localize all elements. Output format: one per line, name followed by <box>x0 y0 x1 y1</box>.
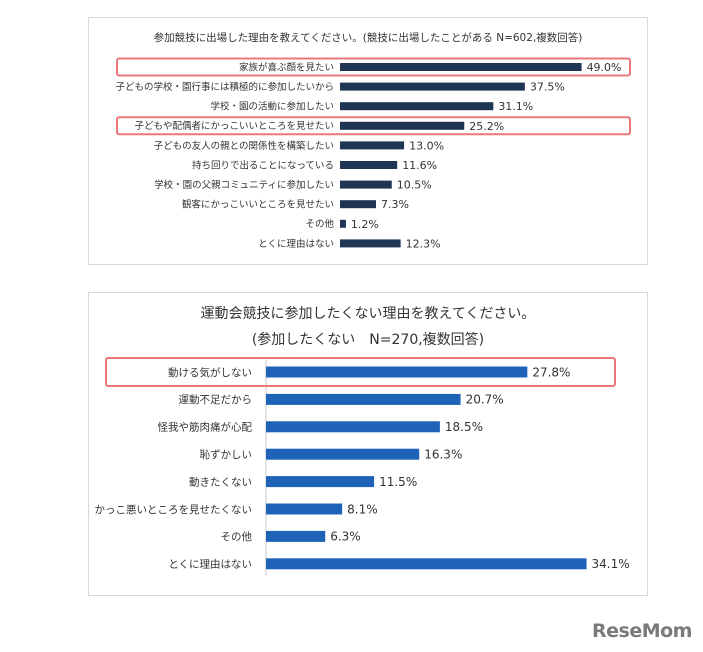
value-label: 11.6% <box>402 159 437 172</box>
category-label: 動ける気がしない <box>168 366 252 379</box>
category-label: その他 <box>305 218 334 230</box>
value-label: 12.3% <box>406 237 441 250</box>
value-label: 10.5% <box>397 179 432 192</box>
bar <box>266 393 461 405</box>
category-label: 子どもの学校・園行事には積極的に参加したいから <box>115 81 334 93</box>
bar <box>266 476 375 488</box>
bar <box>266 421 440 433</box>
category-label: 子どもの友人の親との関係性を構築したい <box>154 140 334 152</box>
category-label: 子どもや配偶者にかっこいいところを見せたい <box>134 120 334 132</box>
value-label: 49.0% <box>587 61 622 74</box>
bar <box>266 503 343 515</box>
value-label: 37.5% <box>530 81 565 94</box>
category-label: 恥ずかしい <box>200 449 253 461</box>
value-label: 6.3% <box>330 530 361 544</box>
chart-subtitle: (参加したくない N=270,複数回答) <box>251 332 485 348</box>
chart-title: 参加競技に出場した理由を教えてください。(競技に出場したことがある N=602,… <box>153 32 583 44</box>
value-label: 16.3% <box>424 448 462 462</box>
category-label: 怪我や筋肉痛が心配 <box>158 421 253 434</box>
highlight-box <box>116 57 631 77</box>
value-label: 13.0% <box>409 139 444 152</box>
highlight-box <box>105 357 616 387</box>
category-label: 家族が喜ぶ顔を見たい <box>239 61 334 73</box>
category-label: 動きたくない <box>189 475 252 488</box>
category-label: 観客にかっこいいところを見せたい <box>182 199 334 211</box>
bar <box>266 530 326 542</box>
bar <box>340 63 582 71</box>
bar <box>340 121 465 130</box>
bar-chart-not-participating: 動ける気がしない 27.8% 運動不足だから 20.7% 怪我や筋肉痛が心配 18.5% 恥… <box>95 357 630 576</box>
value-label: 31.1% <box>498 100 533 113</box>
chart-title: 運動会競技に参加したくない理由を教えてください。 <box>200 306 536 322</box>
value-label: 7.3% <box>381 198 409 211</box>
resemom-logo: ReseMom <box>592 620 692 642</box>
bar <box>266 366 528 378</box>
bar <box>340 161 398 169</box>
bar <box>266 558 587 570</box>
category-label: とくに理由はない <box>258 238 334 250</box>
bar <box>340 141 405 150</box>
bar <box>266 448 420 460</box>
bar <box>340 219 346 228</box>
value-label: 8.1% <box>347 502 378 516</box>
value-label: 1.2% <box>351 218 379 231</box>
highlight-box <box>116 116 631 136</box>
category-label: とくに理由はない <box>168 558 252 571</box>
category-label: 持ち回りで出ることになっている <box>192 159 334 171</box>
category-label: その他 <box>221 530 253 543</box>
chart-panel-reasons-participated: 参加競技に出場した理由を教えてください。(競技に出場したことがある N=602,… <box>88 17 648 265</box>
value-label: 27.8% <box>532 365 570 379</box>
bar <box>340 180 392 189</box>
bar-chart-participated: 家族が喜ぶ顔を見たい 49.0% 子どもの学校・園行事には積極的に参加したいから 37… <box>115 57 631 250</box>
bar <box>340 102 494 111</box>
value-label: 34.1% <box>592 557 630 571</box>
bar <box>340 82 525 91</box>
bar <box>340 239 401 248</box>
category-label: 運動不足だから <box>179 393 253 406</box>
value-label: 11.5% <box>379 475 417 489</box>
value-label: 18.5% <box>445 420 483 434</box>
bar <box>340 200 376 209</box>
category-label: かっこ悪いところを見せたくない <box>95 504 253 516</box>
category-label: 学校・園の父親コミュニティに参加したい <box>154 179 334 191</box>
chart-panel-reasons-not-participating: 運動会競技に参加したくない理由を教えてください。 (参加したくない N=270,… <box>88 292 648 596</box>
category-label: 学校・園の活動に参加したい <box>210 101 334 113</box>
value-label: 25.2% <box>469 120 504 133</box>
value-label: 20.7% <box>466 393 504 407</box>
